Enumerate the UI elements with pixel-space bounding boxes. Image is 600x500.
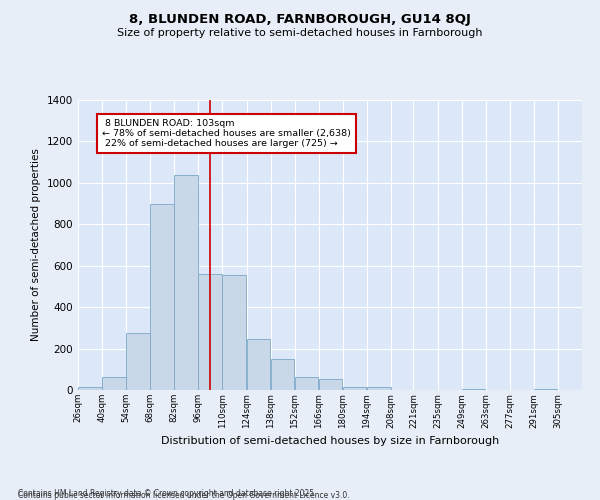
Bar bbox=[223, 275, 246, 390]
Bar bbox=[199, 274, 222, 390]
Text: 8 BLUNDEN ROAD: 103sqm
← 78% of semi-detached houses are smaller (2,638)
 22% of: 8 BLUNDEN ROAD: 103sqm ← 78% of semi-det… bbox=[102, 118, 351, 148]
Text: Contains public sector information licensed under the Open Government Licence v3: Contains public sector information licen… bbox=[18, 491, 350, 500]
Bar bbox=[295, 376, 319, 390]
Bar bbox=[126, 333, 150, 390]
Bar bbox=[319, 378, 343, 390]
Bar bbox=[150, 204, 174, 390]
Bar bbox=[271, 359, 294, 390]
Bar bbox=[534, 389, 557, 390]
Bar bbox=[367, 387, 391, 390]
Bar bbox=[461, 389, 485, 390]
X-axis label: Distribution of semi-detached houses by size in Farnborough: Distribution of semi-detached houses by … bbox=[161, 436, 499, 446]
Text: Size of property relative to semi-detached houses in Farnborough: Size of property relative to semi-detach… bbox=[117, 28, 483, 38]
Text: 8, BLUNDEN ROAD, FARNBOROUGH, GU14 8QJ: 8, BLUNDEN ROAD, FARNBOROUGH, GU14 8QJ bbox=[129, 12, 471, 26]
Bar bbox=[343, 387, 367, 390]
Bar bbox=[175, 174, 198, 390]
Bar bbox=[102, 376, 125, 390]
Text: Contains HM Land Registry data © Crown copyright and database right 2025.: Contains HM Land Registry data © Crown c… bbox=[18, 488, 317, 498]
Bar bbox=[78, 387, 101, 390]
Y-axis label: Number of semi-detached properties: Number of semi-detached properties bbox=[31, 148, 41, 342]
Bar bbox=[247, 339, 270, 390]
